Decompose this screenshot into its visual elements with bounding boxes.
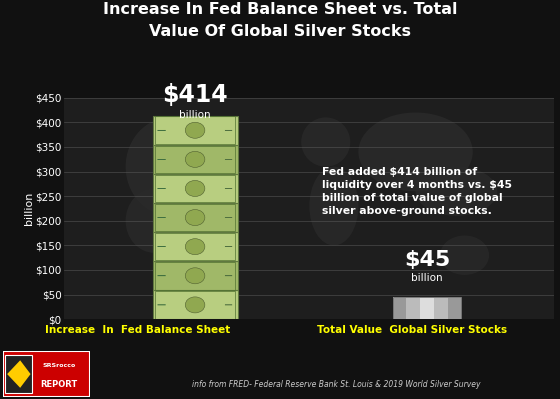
Ellipse shape (416, 167, 497, 216)
Ellipse shape (185, 180, 205, 196)
Bar (155, 175, 235, 202)
Bar (447, 297, 461, 319)
Ellipse shape (185, 268, 205, 284)
Text: SRSrocco: SRSrocco (43, 363, 76, 368)
Bar (152, 116, 237, 144)
Ellipse shape (125, 189, 183, 253)
Bar (155, 117, 235, 144)
Bar (152, 145, 237, 174)
Ellipse shape (301, 117, 350, 167)
Ellipse shape (309, 167, 358, 245)
Bar (393, 297, 461, 319)
Ellipse shape (125, 117, 216, 216)
Ellipse shape (185, 151, 205, 167)
Text: info from FRED- Federal Reserve Bank St. Louis & 2019 World Silver Survey: info from FRED- Federal Reserve Bank St.… (192, 380, 480, 389)
Bar (152, 232, 237, 261)
Text: Increase  In  Fed Balance Sheet: Increase In Fed Balance Sheet (45, 325, 230, 335)
Bar (152, 290, 237, 319)
Bar (434, 297, 447, 319)
Bar (393, 297, 461, 298)
Ellipse shape (358, 113, 473, 191)
Bar (152, 174, 237, 203)
Ellipse shape (185, 122, 205, 138)
Ellipse shape (185, 239, 205, 255)
Bar (420, 297, 434, 319)
Text: Total Value  Global Silver Stocks: Total Value Global Silver Stocks (316, 325, 507, 335)
Text: Fed added $414 billion of
liquidity over 4 months vs. $45
billion of total value: Fed added $414 billion of liquidity over… (323, 167, 512, 216)
Text: Value Of Global Silver Stocks: Value Of Global Silver Stocks (149, 24, 411, 39)
Ellipse shape (185, 297, 205, 313)
Y-axis label: billion: billion (24, 192, 34, 225)
Text: $45: $45 (404, 250, 450, 270)
Bar (155, 291, 235, 319)
Bar (155, 233, 235, 261)
Text: billion: billion (179, 110, 211, 120)
Bar (4, 355, 32, 393)
Bar (152, 203, 237, 232)
Text: billion: billion (411, 273, 443, 283)
Text: Increase In Fed Balance Sheet vs. Total: Increase In Fed Balance Sheet vs. Total (102, 2, 458, 17)
Bar (155, 262, 235, 290)
Bar (393, 297, 407, 319)
Bar (155, 204, 235, 231)
Polygon shape (7, 360, 31, 388)
Ellipse shape (158, 238, 199, 302)
Bar (407, 297, 420, 319)
Ellipse shape (440, 235, 489, 275)
Bar (155, 146, 235, 173)
Bar (152, 261, 237, 290)
Text: $414: $414 (162, 83, 228, 107)
Ellipse shape (185, 209, 205, 225)
Text: REPORT: REPORT (40, 380, 78, 389)
